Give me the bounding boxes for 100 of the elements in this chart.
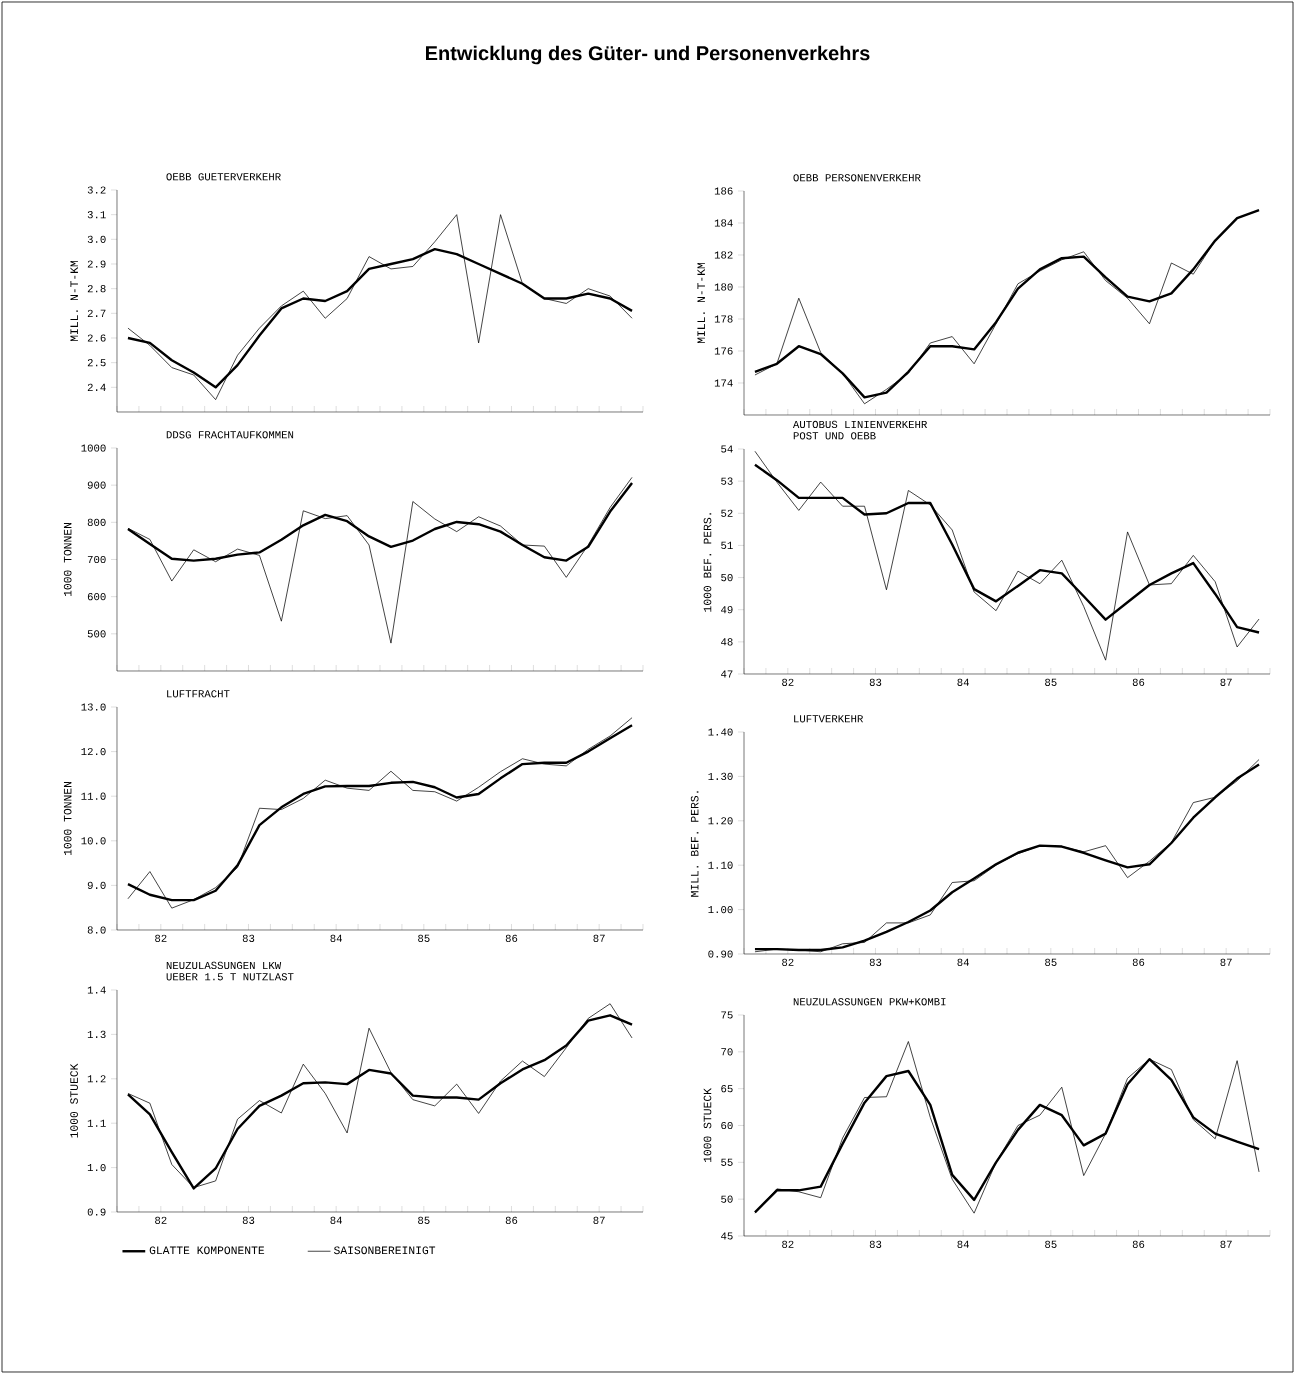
chart-subtitle: POST UND OEBB — [793, 432, 876, 440]
y-axis-title: MILL. BEF. PERS. — [690, 791, 699, 897]
y-tick-label: 13.0 — [81, 703, 106, 711]
x-tick-label: 82 — [782, 678, 794, 686]
x-tick-label: 87 — [593, 934, 605, 942]
x-tick-label: 82 — [782, 958, 794, 966]
y-tick-label: 47 — [721, 670, 733, 678]
y-tick-label: 1.00 — [708, 905, 733, 914]
x-tick-label: 87 — [1220, 1240, 1232, 1248]
chart-title: NEUZULASSUNGEN PKW+KOMBI — [793, 998, 946, 1006]
y-tick-label: 55 — [721, 1158, 733, 1166]
x-tick-label: 83 — [869, 1240, 882, 1248]
x-tick-label: 87 — [593, 1216, 605, 1224]
chart-title: OEBB PERSONENVERKEHR — [793, 174, 921, 182]
x-tick-label: 84 — [330, 934, 343, 942]
y-tick-label: 50 — [721, 1195, 733, 1203]
y-tick-label: 51 — [721, 541, 733, 549]
y-tick-label: 3.2 — [87, 186, 106, 194]
y-tick-label: 52 — [721, 509, 733, 517]
y-tick-label: 1.1 — [87, 1119, 106, 1127]
x-tick-label: 86 — [1132, 678, 1145, 686]
x-tick-label: 86 — [1132, 1240, 1145, 1248]
y-tick-label: 49 — [721, 606, 733, 614]
y-axis-title: 1000 TONNEN — [63, 523, 72, 597]
y-axis-title: 1000 STUECK — [70, 1063, 78, 1138]
chart-title: AUTOBUS LINIENVERKEHR — [792, 420, 928, 429]
y-tick-label: 53 — [721, 477, 733, 485]
y-tick-label: 1.0 — [87, 1163, 106, 1172]
y-axis-title: 1000 BEF. PERS. — [703, 513, 712, 612]
y-axis-title: 1000 STUECK — [703, 1088, 712, 1163]
y-tick-label: 2.8 — [87, 285, 106, 293]
chart-title: LUFTVERKEHR — [794, 715, 864, 723]
y-tick-label: 3.0 — [87, 235, 106, 243]
y-tick-label: 182 — [714, 251, 733, 259]
x-tick-label: 83 — [242, 934, 255, 942]
y-tick-label: 12.0 — [81, 747, 106, 756]
x-tick-label: 85 — [1045, 678, 1057, 686]
y-tick-label: 600 — [87, 593, 106, 601]
y-tick-label: 184 — [714, 219, 733, 227]
y-tick-label: 3.1 — [87, 211, 106, 219]
chart-subtitle: UEBER 1.5 T NUTZLAST — [166, 973, 294, 981]
y-tick-label: 45 — [721, 1232, 733, 1240]
x-tick-label: 83 — [869, 678, 882, 686]
x-tick-label: 82 — [782, 1240, 794, 1248]
x-tick-label: 84 — [957, 678, 970, 686]
legend-label: SAISONBEREINIGT — [333, 1246, 436, 1255]
y-tick-label: 180 — [714, 283, 733, 291]
x-tick-label: 82 — [155, 934, 167, 942]
y-tick-label: 178 — [714, 315, 733, 323]
y-tick-label: 60 — [721, 1121, 733, 1130]
x-tick-label: 83 — [869, 958, 882, 966]
chart-title: DDSG FRACHTAUFKOMMEN — [166, 431, 294, 439]
y-axis-title: MILL. N-T-KM — [70, 260, 78, 342]
y-tick-label: 1.2 — [87, 1075, 106, 1083]
y-tick-label: 2.4 — [87, 383, 106, 391]
y-tick-label: 10.0 — [81, 837, 106, 845]
text: Entwicklung des Güter- und Personenverkehrs — [426, 45, 870, 65]
chart-title: NEUZULASSUNGEN LKW — [166, 961, 282, 970]
x-tick-label: 82 — [155, 1216, 167, 1224]
x-tick-label: 84 — [957, 958, 970, 966]
x-tick-label: 87 — [1220, 678, 1232, 686]
y-tick-label: 1.40 — [708, 728, 733, 736]
x-tick-label: 85 — [418, 934, 430, 942]
x-tick-label: 86 — [505, 934, 518, 942]
x-tick-label: 86 — [505, 1216, 518, 1224]
y-tick-label: 2.5 — [87, 359, 106, 367]
y-tick-label: 176 — [714, 347, 733, 355]
x-tick-label: 85 — [1045, 958, 1057, 966]
y-tick-label: 65 — [721, 1085, 733, 1093]
x-tick-label: 84 — [957, 1240, 970, 1248]
y-tick-label: 70 — [721, 1048, 733, 1056]
y-tick-label: 11.0 — [81, 792, 106, 800]
x-tick-label: 87 — [1220, 958, 1232, 966]
y-tick-label: 9.0 — [87, 881, 106, 890]
x-tick-label: 86 — [1132, 958, 1145, 966]
y-tick-label: 800 — [87, 518, 106, 526]
y-axis-title: 1000 TONNEN — [63, 782, 72, 856]
y-axis-title: MILL. N-T-KM — [697, 262, 705, 344]
y-tick-label: 900 — [87, 481, 106, 489]
y-tick-label: 75 — [721, 1011, 733, 1019]
x-tick-label: 85 — [1045, 1240, 1057, 1248]
chart-title: LUFTFRACHT — [167, 690, 230, 698]
y-tick-label: 2.6 — [87, 334, 106, 342]
y-tick-label: 54 — [721, 445, 733, 453]
y-tick-label: 1.10 — [708, 861, 733, 869]
chart-title: OEBB GUETERVERKEHR — [166, 173, 281, 181]
y-tick-label: 48 — [721, 638, 733, 646]
x-tick-label: 83 — [242, 1216, 255, 1224]
y-tick-label: 2.7 — [87, 309, 106, 317]
y-tick-label: 1.4 — [87, 986, 106, 994]
y-tick-label: 2.9 — [87, 260, 106, 268]
y-tick-label: 174 — [714, 379, 733, 387]
y-tick-label: 500 — [87, 630, 106, 638]
x-tick-label: 84 — [330, 1216, 343, 1224]
x-tick-label: 85 — [418, 1216, 430, 1224]
y-tick-label: 50 — [721, 573, 733, 582]
y-tick-label: 0.90 — [708, 950, 733, 958]
legend-label: GLATTE KOMPONENTE — [149, 1246, 265, 1255]
y-tick-label: 1.20 — [708, 817, 733, 825]
y-tick-label: 1.30 — [708, 772, 733, 781]
